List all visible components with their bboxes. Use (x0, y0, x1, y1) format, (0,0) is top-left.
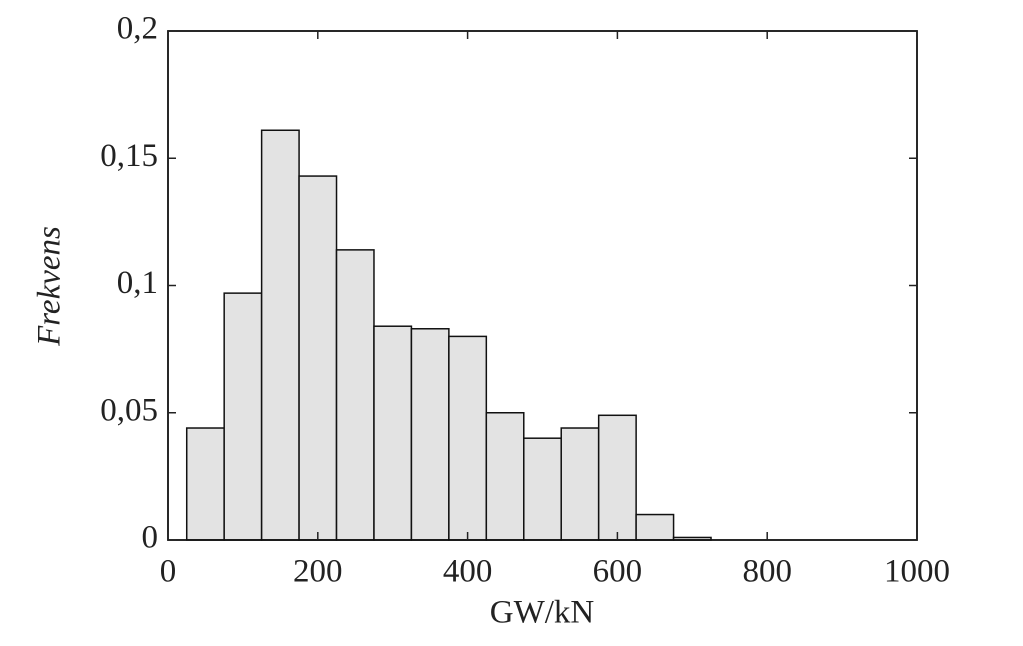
bar (373, 325, 413, 541)
y-tick-label: 0,1 (117, 265, 158, 301)
y-axis-label: Frekvens (32, 226, 68, 347)
x-tick-label: 200 (293, 554, 343, 590)
y-tick-label: 0,2 (117, 11, 158, 47)
y-tick-label: 0,15 (100, 138, 158, 174)
x-tick-label: 1000 (884, 554, 950, 590)
y-tick-label: 0 (142, 520, 159, 556)
bar (260, 129, 300, 541)
bar (410, 328, 450, 541)
x-tick-label: 800 (742, 554, 792, 590)
y-tick-label: 0,05 (100, 392, 158, 428)
bar (597, 414, 637, 541)
bar (485, 412, 525, 541)
bar (560, 427, 600, 541)
bar (335, 249, 375, 541)
bar (298, 175, 338, 541)
x-axis-label: GW/kN (490, 595, 595, 631)
bar (448, 335, 488, 541)
x-tick-label: 0 (160, 554, 177, 590)
x-tick-label: 600 (593, 554, 643, 590)
bar (185, 427, 225, 541)
x-tick-label: 400 (443, 554, 493, 590)
bar (223, 292, 263, 541)
bar (635, 513, 675, 541)
bar (523, 437, 562, 541)
